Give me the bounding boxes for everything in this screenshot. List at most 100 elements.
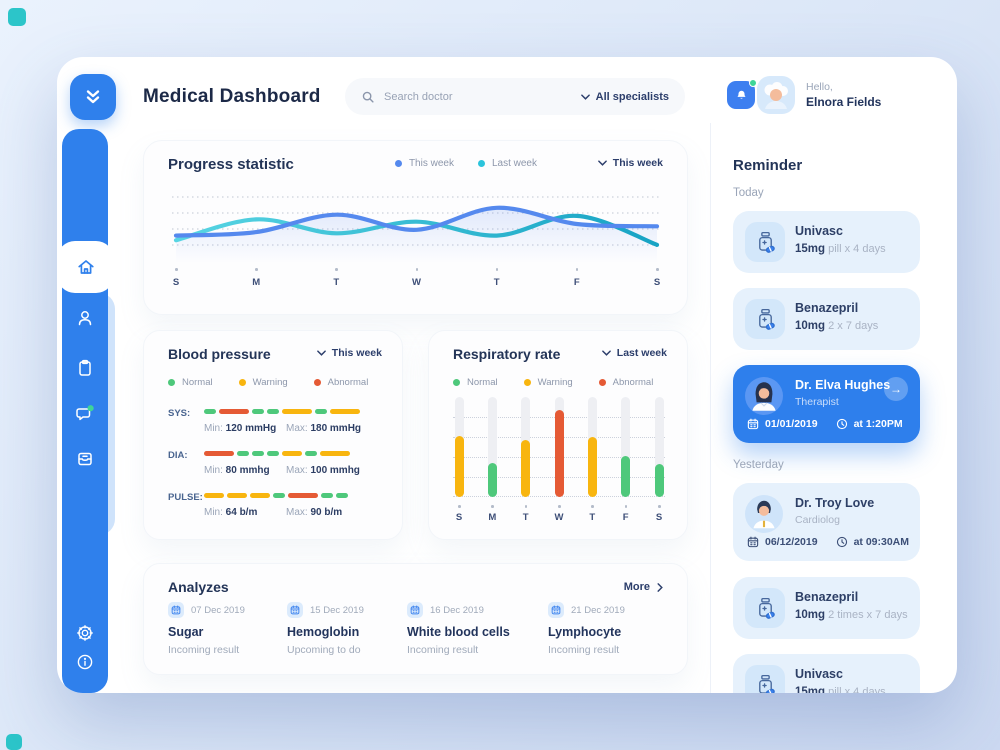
axis-tick-dot [591, 505, 594, 508]
status-segment-warning [227, 493, 247, 498]
more-label: More [623, 581, 650, 593]
decor-square-bottom-left [6, 734, 22, 750]
calendar-icon [548, 602, 564, 618]
status-segment-abnormal [204, 451, 234, 456]
sidebar-item-patients[interactable] [75, 308, 95, 328]
x-axis-label: W [412, 277, 421, 288]
page-title: Medical Dashboard [143, 86, 321, 107]
appointment-time: at 09:30AM [853, 536, 910, 548]
blood-pressure-card: Blood pressure This week Normal Warning Ab… [143, 330, 403, 540]
legend-item-abnormal: Abnormal [598, 377, 653, 388]
vital-max-value: Max: 180 mmHg [286, 423, 362, 434]
medication-card[interactable]: Univasc 15mg pill x 4 days [733, 654, 920, 693]
user-avatar[interactable] [757, 76, 795, 114]
legend-item-normal: Normal [453, 377, 498, 388]
legend-item-warning: Warning [523, 377, 573, 388]
analyzes-title: Analyzes [168, 579, 229, 595]
legend-dot [477, 160, 485, 167]
calendar-icon [747, 536, 759, 548]
bar-normal [621, 456, 631, 497]
bar-abnormal [554, 410, 564, 497]
medication-card[interactable]: Benazepril 10mg 2 x 7 days [733, 288, 920, 350]
app-logo[interactable] [70, 74, 116, 120]
vital-min-value: Min: 80 mmhg [204, 465, 270, 476]
analyze-status: Upcoming to do [287, 644, 361, 656]
appointment-card[interactable]: Dr. Troy Love Cardiolog 06/12/2019 at 09:30… [733, 483, 920, 561]
sidebar-item-records[interactable] [75, 358, 95, 378]
legend-label: This week [408, 158, 454, 169]
notification-badge [749, 79, 757, 87]
x-axis-label: F [622, 512, 629, 523]
vital-max-value: Max: 90 b/m [286, 507, 343, 518]
clock-icon [836, 418, 848, 430]
medication-schedule: 10mg 2 times x 7 days [795, 609, 908, 621]
notifications-button[interactable] [727, 79, 757, 109]
doctor-role: Cardiolog [795, 514, 840, 526]
axis-tick-dot [558, 505, 561, 508]
search-bar[interactable]: All specialists [345, 78, 685, 115]
status-segment-normal [321, 493, 333, 498]
axis-tick-dot [491, 505, 494, 508]
axis-tick-dot [335, 268, 338, 271]
appointment-datetime: 01/01/2019 at 1:20PM [747, 418, 903, 430]
analyze-item[interactable]: 16 Dec 2019 White blood cells Incoming res… [407, 602, 510, 656]
analyze-date-row: 15 Dec 2019 [287, 602, 364, 618]
progress-legend: This week Last week [394, 158, 537, 169]
this-week-line [173, 205, 660, 238]
respiratory-dropdown-label: Last week [616, 347, 667, 359]
vital-status-strip [204, 493, 348, 498]
sidebar-item-messages[interactable] [75, 403, 95, 423]
appointment-date: 01/01/2019 [765, 418, 818, 430]
analyze-status: Incoming result [407, 644, 479, 656]
search-input[interactable] [384, 90, 581, 103]
status-segment-warning [320, 451, 350, 456]
status-segment-normal [204, 409, 216, 414]
logo-chevrons-icon [86, 90, 100, 104]
vital-status-strip [204, 451, 350, 456]
this-week-area [176, 207, 657, 263]
respiratory-legend: Normal Warning Abnormal [453, 377, 653, 388]
progress-week-dropdown[interactable]: This week [597, 157, 663, 169]
calendar-icon [407, 602, 423, 618]
status-segment-normal [315, 409, 327, 414]
legend-dot [598, 379, 606, 386]
specialists-filter[interactable]: All specialists [580, 91, 669, 103]
status-segment-normal [267, 451, 279, 456]
vital-min-value: Min: 64 b/m [204, 507, 258, 518]
medication-card[interactable]: Benazepril 10mg 2 times x 7 days [733, 577, 920, 639]
doctor-role: Therapist [795, 396, 839, 408]
vital-min-value: Min: 120 mmHg [204, 423, 277, 434]
axis-tick-dot [624, 505, 628, 508]
status-segment-warning [204, 493, 224, 498]
analyze-date-row: 21 Dec 2019 [548, 602, 625, 618]
sidebar-item-home-active[interactable] [57, 241, 114, 293]
legend-item-abnormal: Abnormal [313, 377, 368, 388]
sidebar-item-settings[interactable] [75, 623, 95, 643]
medication-card[interactable]: Univasc 15mg pill x 4 days [733, 211, 920, 273]
appointment-card[interactable]: Dr. Elva Hughes Therapist 01/01/2019 at 1:2… [733, 365, 920, 443]
axis-tick-dot [575, 268, 579, 271]
search-icon [362, 91, 374, 103]
blood-pressure-dropdown-label: This week [331, 347, 382, 359]
last-week-line [173, 213, 660, 247]
analyze-item[interactable]: 07 Dec 2019 Sugar Incoming result [168, 602, 245, 656]
info-icon [77, 654, 93, 670]
analyze-item[interactable]: 15 Dec 2019 Hemoglobin Upcoming to do [287, 602, 364, 656]
analyzes-more-link[interactable]: More [624, 581, 663, 593]
analyze-name: Sugar [168, 625, 204, 639]
sidebar-item-info[interactable] [75, 652, 95, 672]
bar-warning [454, 436, 464, 497]
user-name: Elnora Fields [806, 95, 882, 109]
legend-item: This week [394, 158, 454, 169]
open-appointment-button[interactable]: → [884, 377, 908, 401]
medication-schedule: 10mg 2 x 7 days [795, 320, 879, 332]
analyze-item[interactable]: 21 Dec 2019 Lymphocyte Incoming result [548, 602, 625, 656]
respiratory-dropdown[interactable]: Last week [601, 347, 667, 359]
analyze-name: White blood cells [407, 625, 510, 639]
chat-icon [76, 405, 94, 421]
sidebar-item-archive[interactable] [75, 448, 95, 468]
progress-statistic-card: Progress statistic This week Last week Th… [143, 140, 688, 315]
pill-bottle-icon [745, 299, 785, 339]
blood-pressure-title: Blood pressure [168, 346, 271, 362]
blood-pressure-dropdown[interactable]: This week [316, 347, 382, 359]
